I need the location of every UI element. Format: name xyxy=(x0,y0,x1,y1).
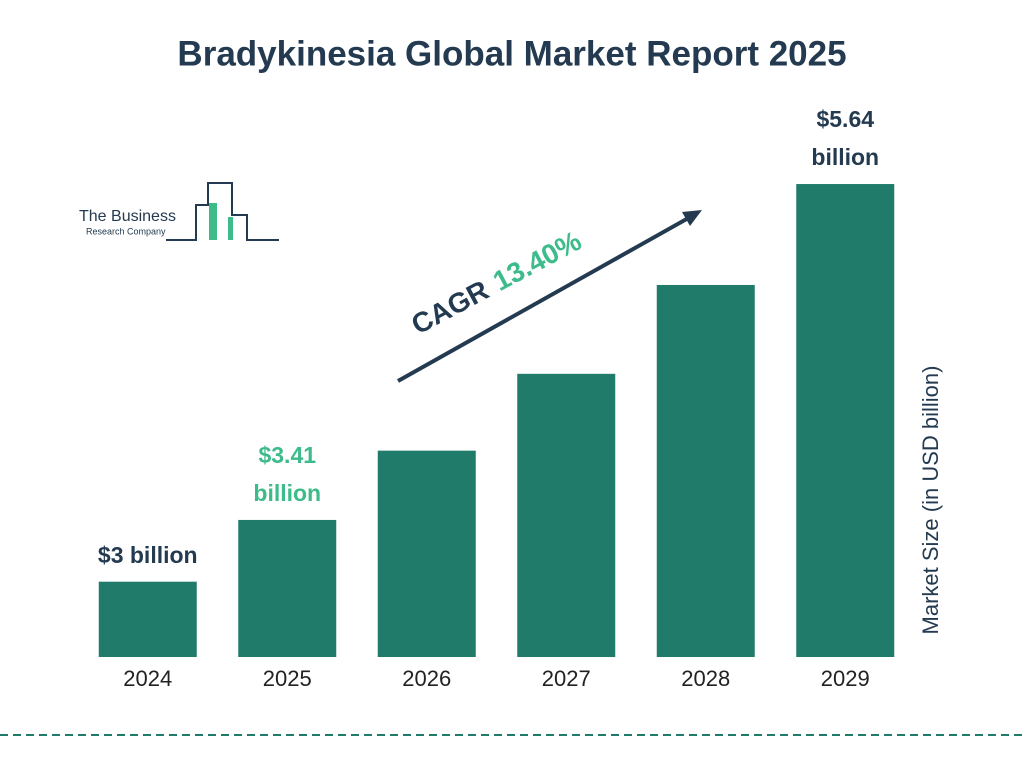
cagr-text: CAGR13.40% xyxy=(406,225,586,340)
cagr-label: CAGR xyxy=(406,274,493,340)
chart-title: Bradykinesia Global Market Report 2025 xyxy=(177,34,846,73)
bar xyxy=(377,450,476,657)
bar xyxy=(98,581,197,657)
x-tick-label: 2029 xyxy=(821,666,870,691)
x-tick-label: 2025 xyxy=(263,666,312,691)
value-label: $3.41 billion xyxy=(253,441,322,506)
logo-text: The Business xyxy=(79,208,176,225)
y-axis-label: Market Size (in USD billion) xyxy=(918,366,943,635)
logo-text: Research Company xyxy=(86,226,166,236)
logo: The Business Research Company xyxy=(79,182,279,241)
logo-bar xyxy=(209,203,217,240)
x-tick-label: 2027 xyxy=(542,666,591,691)
x-tick-label: 2028 xyxy=(681,666,730,691)
value-label: $3 billion xyxy=(97,541,198,568)
bar xyxy=(656,284,755,657)
x-tick-label: 2026 xyxy=(402,666,451,691)
bar xyxy=(238,519,337,657)
x-tick-label: 2024 xyxy=(123,666,172,691)
cagr-annotation: CAGR13.40% xyxy=(397,210,702,383)
value-label: $5.64 billion xyxy=(811,106,880,171)
bar xyxy=(517,373,616,657)
logo-bar xyxy=(228,217,233,240)
cagr-arrow xyxy=(397,214,693,383)
cagr-arrowhead xyxy=(682,210,702,226)
cagr-value: 13.40% xyxy=(488,225,586,297)
logo-outline xyxy=(166,182,279,241)
bar xyxy=(796,184,895,657)
